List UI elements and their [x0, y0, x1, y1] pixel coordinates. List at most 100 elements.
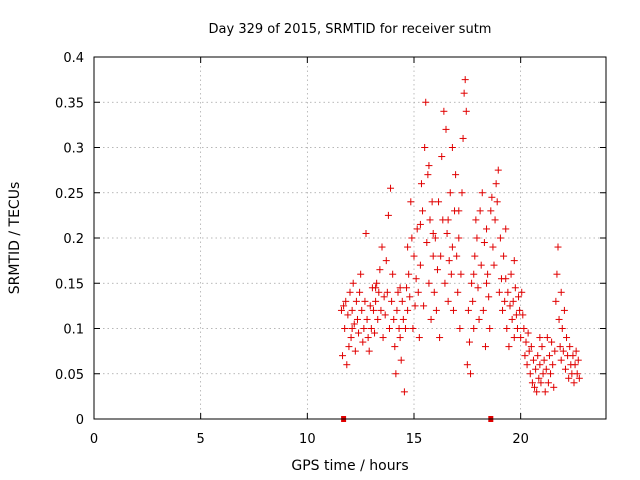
- data-point: [395, 325, 403, 332]
- data-point: [425, 279, 433, 287]
- data-point: [404, 243, 412, 251]
- data-point: [483, 225, 491, 233]
- data-point: [547, 370, 555, 378]
- data-point: [469, 297, 477, 305]
- data-point: [355, 329, 363, 337]
- data-point: [487, 207, 495, 215]
- y-tick-label: 0.25: [55, 187, 84, 202]
- data-point: [449, 306, 457, 314]
- data-point: [502, 225, 510, 233]
- data-point: [571, 361, 579, 369]
- data-point: [486, 325, 494, 332]
- data-point: [444, 216, 452, 224]
- data-point: [371, 329, 379, 337]
- data-point: [377, 306, 385, 314]
- data-point: [462, 107, 470, 115]
- data-point: [566, 343, 574, 351]
- data-point: [533, 388, 541, 396]
- data-point: [381, 311, 389, 319]
- data-point: [392, 370, 400, 378]
- data-point: [435, 198, 443, 206]
- data-point: [423, 239, 431, 247]
- data-point: [415, 334, 423, 342]
- data-point: [503, 325, 511, 332]
- data-point: [347, 334, 355, 342]
- data-point: [553, 270, 561, 278]
- data-point: [360, 325, 368, 332]
- data-point: [346, 288, 354, 296]
- data-point: [379, 334, 387, 342]
- data-point: [345, 343, 353, 351]
- data-point: [348, 325, 356, 332]
- data-point: [542, 365, 550, 373]
- data-point: [505, 343, 513, 351]
- data-point: [460, 89, 468, 97]
- data-point: [540, 356, 548, 364]
- data-point: [468, 279, 476, 287]
- x-tick-label: 5: [197, 432, 205, 447]
- data-point: [452, 171, 460, 179]
- data-point: [476, 207, 484, 215]
- data-point: [485, 293, 493, 301]
- data-point: [522, 338, 530, 346]
- data-point: [557, 288, 565, 296]
- y-tick-label: 0.2: [63, 232, 84, 247]
- data-point: [536, 361, 544, 369]
- data-point: [473, 234, 481, 242]
- data-point: [437, 252, 445, 260]
- data-point: [391, 343, 399, 351]
- data-point: [396, 334, 404, 342]
- axis-ticks: 0 0.05 0.1 0.15 0.2 0.25 0.3 0.35 0.4 0 5 10 15 20: [55, 51, 606, 447]
- data-point: [513, 325, 521, 332]
- y-tick-label: 0.35: [55, 96, 84, 111]
- data-point: [416, 261, 424, 269]
- data-point: [408, 234, 416, 242]
- data-point: [494, 166, 502, 174]
- data-point: [523, 361, 531, 369]
- data-point: [484, 270, 492, 278]
- data-point: [405, 270, 413, 278]
- data-point: [411, 302, 419, 310]
- data-point: [550, 383, 558, 391]
- data-point: [390, 315, 398, 323]
- data-point: [425, 162, 433, 170]
- data-point: [537, 379, 545, 387]
- data-point: [359, 338, 367, 346]
- data-point: [464, 306, 472, 314]
- data-point: [558, 325, 566, 332]
- data-point: [380, 293, 388, 301]
- data-point: [356, 288, 364, 296]
- data-point: [561, 365, 569, 373]
- data-point: [362, 229, 370, 237]
- data-point: [551, 347, 559, 355]
- data-point: [557, 356, 565, 364]
- data-point: [433, 266, 441, 274]
- data-point: [480, 239, 488, 247]
- data-point: [397, 356, 405, 364]
- data-point: [453, 252, 461, 260]
- data-point: [448, 144, 456, 151]
- data-point: [506, 302, 514, 310]
- data-point: [509, 297, 517, 305]
- data-point: [488, 193, 496, 201]
- data-point: [493, 198, 501, 206]
- data-point: [442, 125, 450, 133]
- data-point: [526, 370, 534, 378]
- data-point: [472, 216, 480, 224]
- data-point: [369, 306, 377, 314]
- data-points: [337, 76, 583, 422]
- data-point: [444, 297, 452, 305]
- data-point: [467, 370, 475, 378]
- data-point: [367, 325, 375, 332]
- data-point: [565, 374, 573, 382]
- data-point: [518, 288, 526, 296]
- data-point: [539, 370, 547, 378]
- y-tick-label: 0.3: [63, 142, 84, 157]
- data-point: [456, 325, 464, 332]
- data-point: [575, 374, 583, 382]
- x-tick-label: 20: [512, 432, 529, 447]
- y-tick-label: 0.4: [63, 51, 84, 66]
- data-point: [504, 288, 512, 296]
- data-point: [461, 76, 469, 84]
- data-point: [496, 234, 504, 242]
